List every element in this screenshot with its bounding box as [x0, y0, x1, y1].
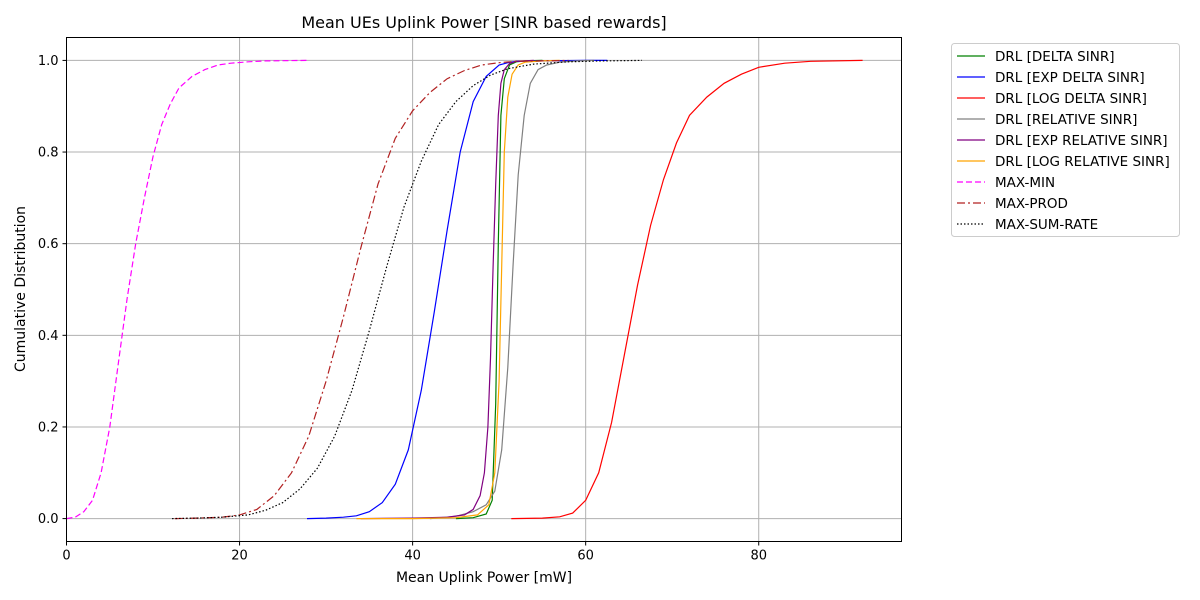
y-tick-label: 0.6	[38, 237, 59, 252]
y-tick-label: 0.4	[38, 329, 59, 344]
y-tick-label: 0.8	[38, 146, 59, 161]
legend-label: MAX-PROD	[995, 196, 1068, 212]
x-tick-label: 40	[404, 549, 421, 564]
legend-label: DRL [RELATIVE SINR]	[995, 112, 1137, 128]
plot-frame	[66, 37, 902, 542]
y-axis-label: Cumulative Distribution	[13, 206, 29, 372]
series-line	[360, 59, 534, 520]
legend-label: DRL [DELTA SINR]	[995, 49, 1114, 65]
legend-label: DRL [LOG RELATIVE SINR]	[995, 154, 1170, 170]
legend-label: DRL [EXP RELATIVE SINR]	[995, 133, 1168, 149]
series-line	[455, 59, 543, 520]
y-ticks: 0.0 0.2 0.4 0.6 0.8 1.0	[38, 54, 67, 527]
legend-label: MAX-SUM-RATE	[995, 217, 1098, 233]
series-line	[356, 59, 560, 520]
legend-label: MAX-MIN	[995, 175, 1055, 191]
series-line	[511, 59, 863, 520]
series-line	[66, 59, 308, 520]
legend-frame	[951, 43, 1180, 237]
x-tick-label: 60	[577, 549, 594, 564]
series-line	[172, 59, 642, 520]
x-axis-label: Mean Uplink Power [mW]	[396, 570, 572, 586]
x-tick-label: 80	[750, 549, 767, 564]
x-tick-label: 20	[231, 549, 248, 564]
series-line	[306, 59, 608, 520]
y-tick-label: 1.0	[38, 54, 59, 69]
series-line	[174, 59, 569, 520]
y-tick-label: 0.0	[38, 512, 59, 527]
x-tick-label: 0	[62, 549, 70, 564]
series-group	[66, 59, 863, 520]
grid	[66, 37, 902, 542]
legend: DRL [DELTA SINR] DRL [EXP DELTA SINR] DRL …	[951, 43, 1180, 237]
y-tick-label: 0.2	[38, 420, 59, 435]
series-line	[429, 59, 595, 520]
x-ticks: 0 20 40 60 80	[62, 541, 767, 564]
legend-label: DRL [LOG DELTA SINR]	[995, 91, 1147, 107]
legend-label: DRL [EXP DELTA SINR]	[995, 70, 1145, 86]
chart-title: Mean UEs Uplink Power [SINR based reward…	[301, 13, 666, 32]
